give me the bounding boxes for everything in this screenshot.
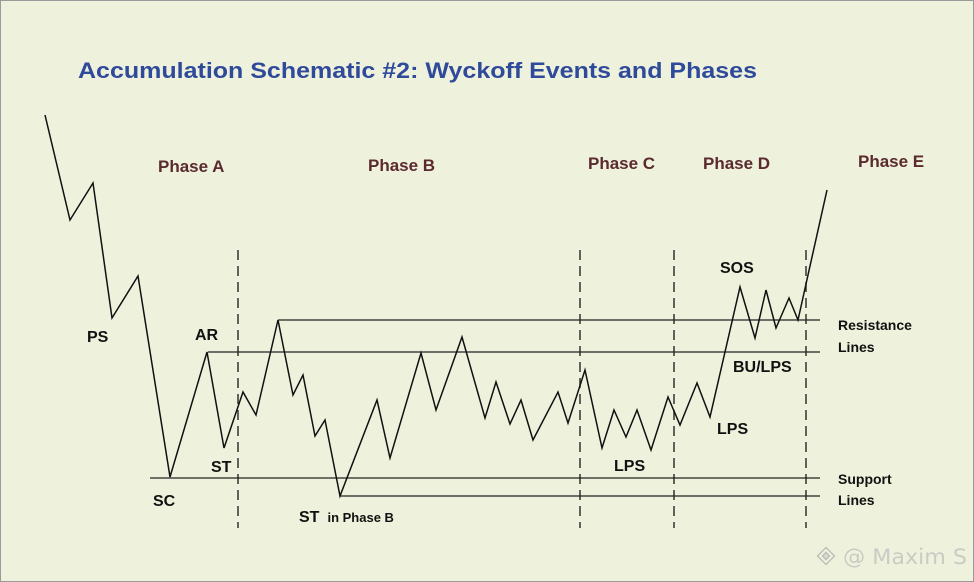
- event-bu-lps-label: BU/LPS: [733, 359, 792, 376]
- phase-b-label: Phase B: [368, 156, 435, 175]
- event-st-phase-b-suffix: in Phase B: [327, 510, 393, 525]
- support-lines-label-1: Support: [838, 471, 892, 487]
- event-sos-label: SOS: [720, 260, 754, 277]
- phase-c-label: Phase C: [588, 154, 655, 173]
- event-lps-phase-c-label: LPS: [614, 458, 645, 475]
- resistance-lines-label-1: Resistance: [838, 317, 912, 333]
- watermark-logo-icon: [816, 546, 836, 566]
- support-lines-label-2: Lines: [838, 492, 875, 508]
- event-st-label: ST: [211, 459, 232, 476]
- event-ps-label: PS: [87, 329, 109, 346]
- price-path: [44, 114, 828, 499]
- event-lps-phase-d-label: LPS: [717, 421, 748, 438]
- event-st-phase-b-label: ST in Phase B: [299, 509, 394, 526]
- phase-a-label: Phase A: [158, 157, 224, 176]
- event-ar-label: AR: [195, 327, 219, 344]
- watermark-text: @ Maxim S: [843, 545, 967, 569]
- phase-e-label: Phase E: [858, 152, 924, 171]
- phase-d-label: Phase D: [703, 154, 770, 173]
- diagram-title: Accumulation Schematic #2: Wyckoff Event…: [78, 58, 757, 83]
- resistance-lines-label-2: Lines: [838, 339, 875, 355]
- event-st-phase-b-main: ST: [299, 509, 320, 526]
- event-sc-label: SC: [153, 493, 176, 510]
